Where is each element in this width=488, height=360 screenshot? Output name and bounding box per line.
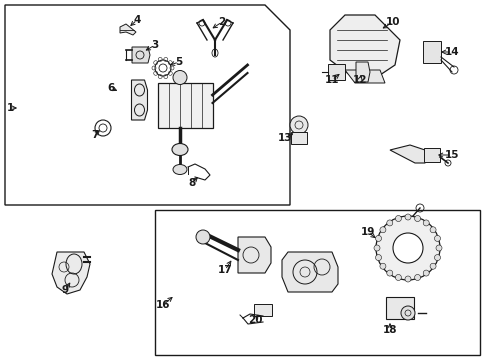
Ellipse shape — [392, 233, 422, 263]
Bar — [157, 82, 212, 127]
Polygon shape — [131, 80, 147, 120]
Ellipse shape — [422, 220, 428, 226]
Ellipse shape — [379, 263, 385, 269]
Ellipse shape — [429, 227, 435, 233]
Polygon shape — [238, 237, 270, 273]
Ellipse shape — [386, 220, 392, 226]
Ellipse shape — [375, 216, 439, 280]
Text: 16: 16 — [156, 300, 170, 310]
Text: 20: 20 — [247, 315, 262, 325]
Ellipse shape — [404, 214, 410, 220]
Text: 15: 15 — [444, 150, 458, 160]
Ellipse shape — [400, 306, 414, 320]
Text: 4: 4 — [133, 15, 141, 25]
Polygon shape — [327, 64, 345, 80]
Ellipse shape — [414, 216, 420, 221]
Ellipse shape — [172, 144, 187, 156]
Text: 1: 1 — [6, 103, 14, 113]
Ellipse shape — [435, 245, 441, 251]
Bar — [385, 297, 413, 319]
Ellipse shape — [434, 235, 440, 242]
Ellipse shape — [395, 216, 401, 221]
Ellipse shape — [395, 274, 401, 280]
Text: 12: 12 — [352, 75, 366, 85]
Text: 11: 11 — [324, 75, 339, 85]
Ellipse shape — [379, 227, 385, 233]
Bar — [290, 132, 306, 144]
Text: 6: 6 — [107, 83, 114, 93]
Bar — [423, 148, 439, 162]
Polygon shape — [52, 252, 90, 294]
Text: 9: 9 — [61, 285, 68, 295]
Ellipse shape — [375, 255, 381, 261]
Text: 17: 17 — [217, 265, 232, 275]
Polygon shape — [282, 252, 337, 292]
Polygon shape — [132, 47, 150, 63]
Ellipse shape — [422, 270, 428, 276]
Text: 19: 19 — [360, 227, 374, 237]
Ellipse shape — [414, 274, 420, 280]
Ellipse shape — [173, 165, 186, 175]
Text: 10: 10 — [385, 17, 400, 27]
Bar — [253, 304, 271, 316]
Text: 8: 8 — [188, 178, 195, 188]
Ellipse shape — [434, 255, 440, 261]
Text: 2: 2 — [218, 17, 225, 27]
Ellipse shape — [373, 245, 379, 251]
Text: 18: 18 — [382, 325, 396, 335]
Polygon shape — [355, 62, 369, 82]
Text: 14: 14 — [444, 47, 458, 57]
Polygon shape — [120, 24, 136, 35]
Text: 5: 5 — [175, 57, 182, 67]
Text: 13: 13 — [277, 133, 292, 143]
Text: 7: 7 — [91, 130, 99, 140]
Ellipse shape — [173, 71, 186, 85]
Polygon shape — [389, 145, 429, 163]
Ellipse shape — [375, 235, 381, 242]
Bar — [422, 41, 440, 63]
Ellipse shape — [386, 270, 392, 276]
Ellipse shape — [196, 230, 209, 244]
Polygon shape — [345, 70, 384, 83]
Polygon shape — [329, 15, 399, 75]
Ellipse shape — [429, 263, 435, 269]
Ellipse shape — [404, 276, 410, 282]
Ellipse shape — [289, 116, 307, 134]
Text: 3: 3 — [151, 40, 158, 50]
